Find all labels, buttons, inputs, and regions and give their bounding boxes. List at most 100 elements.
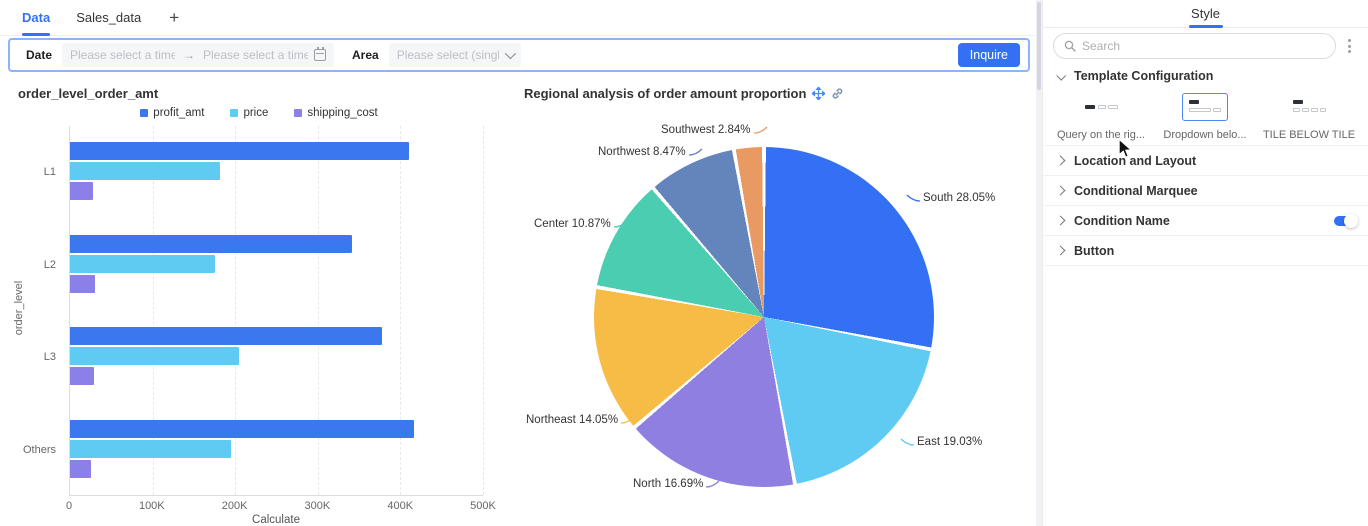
date-range-picker[interactable]: Please select a time → Please select a t… xyxy=(62,43,335,67)
section-label: Button xyxy=(1074,243,1115,258)
pie-chart-widget[interactable]: Regional analysis of order amount propor… xyxy=(510,80,1037,526)
section-template-configuration[interactable]: Template Configuration xyxy=(1043,61,1368,91)
section-conditional-marquee[interactable]: Conditional Marquee xyxy=(1043,176,1368,206)
panel-divider xyxy=(1036,0,1042,526)
template-label: TILE BELOW TILE xyxy=(1262,129,1356,141)
pie-leader-line xyxy=(613,220,628,228)
pie-chart-title: Regional analysis of order amount propor… xyxy=(524,86,807,101)
ycat-label: Others xyxy=(22,443,56,456)
area-select[interactable]: Please select (single ch... xyxy=(388,43,521,67)
bar-price[interactable] xyxy=(70,254,216,273)
pie-label-northeast: Northeast 14.05% xyxy=(526,414,635,426)
legend-label: price xyxy=(243,107,269,119)
area-placeholder: Please select (single ch... xyxy=(396,48,499,62)
add-tab-button[interactable]: + xyxy=(169,7,180,27)
chevron-right-icon xyxy=(1055,215,1066,226)
legend-label: shipping_cost xyxy=(307,107,378,119)
xtick-label: 500K xyxy=(470,500,496,512)
legend-item-profit_amt[interactable]: profit_amt xyxy=(140,107,204,119)
template-label: Dropdown belo... xyxy=(1163,129,1247,141)
xtick-label: 300K xyxy=(304,500,331,512)
more-options-icon[interactable] xyxy=(1340,35,1358,57)
pie-label-northwest: Northwest 8.47% xyxy=(598,146,703,158)
legend-swatch xyxy=(140,109,149,117)
bar-price[interactable] xyxy=(70,162,220,180)
template-option-3[interactable]: TILE BELOW TILE xyxy=(1257,93,1361,141)
legend-swatch xyxy=(294,109,303,117)
section-label: Conditional Marquee xyxy=(1074,183,1198,198)
pie-label-east: East 19.03% xyxy=(900,436,982,448)
bar-shipping_cost[interactable] xyxy=(70,274,95,293)
ycat-label: L1 xyxy=(43,166,56,178)
bar-group-L1 xyxy=(70,126,483,218)
inquire-button[interactable]: Inquire xyxy=(957,43,1020,67)
xtick-label: 400K xyxy=(387,500,414,512)
bar-price[interactable] xyxy=(70,347,239,365)
range-arrow-icon: → xyxy=(183,48,196,62)
template-thumbnail xyxy=(1187,97,1223,117)
legend-label: profit_amt xyxy=(153,107,205,119)
date-filter-label: Date xyxy=(26,48,53,62)
xtick-label: 200K xyxy=(221,500,248,512)
bar-group-L2 xyxy=(70,219,483,311)
template-option-2[interactable]: Dropdown belo... xyxy=(1153,93,1257,141)
style-search-input[interactable]: Search xyxy=(1053,33,1336,59)
legend-swatch xyxy=(230,109,239,117)
bar-price[interactable] xyxy=(70,439,232,458)
tab-sales-data[interactable]: Sales_data xyxy=(76,10,142,25)
pie-label-north: North 16.69% xyxy=(633,478,720,490)
bar-shipping_cost[interactable] xyxy=(70,367,94,385)
scrollbar-thumb[interactable] xyxy=(1037,2,1041,90)
filter-widget: Date Please select a time → Please selec… xyxy=(8,38,1030,72)
condition-name-toggle[interactable] xyxy=(1334,213,1358,228)
bar-group-L3 xyxy=(70,311,483,403)
pie-leader-line xyxy=(753,126,767,134)
ycat-label: L2 xyxy=(43,258,56,271)
ycat-label: L3 xyxy=(43,351,56,363)
section-label: Condition Name xyxy=(1074,213,1170,228)
bar-chart-ylabel: order_level xyxy=(13,280,25,336)
template-label: Query on the rig... xyxy=(1056,129,1146,141)
chevron-right-icon xyxy=(1055,185,1066,196)
bar-profit_amt[interactable] xyxy=(70,419,415,438)
section-label: Location and Layout xyxy=(1074,153,1197,168)
pie-label-center: Center 10.87% xyxy=(534,218,628,230)
section-location-and-layout[interactable]: Location and Layout xyxy=(1043,146,1368,176)
legend-item-shipping_cost[interactable]: shipping_cost xyxy=(294,107,378,119)
date-end-placeholder: Please select a time xyxy=(203,48,309,62)
pie-label-southwest: Southwest 2.84% xyxy=(661,124,768,136)
bar-profit_amt[interactable] xyxy=(70,234,353,253)
chevron-down-icon xyxy=(1056,70,1067,81)
section-button[interactable]: Button xyxy=(1043,236,1368,266)
chevron-right-icon xyxy=(1055,245,1066,256)
bar-shipping_cost[interactable] xyxy=(70,459,91,478)
section-condition-name[interactable]: Condition Name xyxy=(1043,206,1368,236)
template-thumbnail xyxy=(1083,97,1119,117)
legend-item-price[interactable]: price xyxy=(230,107,268,119)
bar-chart-legend: profit_amt price shipping_cost xyxy=(8,107,510,119)
pie-chart[interactable] xyxy=(594,147,934,487)
pie-leader-line xyxy=(906,194,921,202)
move-icon[interactable] xyxy=(812,87,826,100)
style-tab[interactable]: Style xyxy=(1191,0,1220,28)
section-label: Template Configuration xyxy=(1074,69,1214,83)
bar-chart-widget[interactable]: order_level_order_amt profit_amt price shi… xyxy=(8,80,510,526)
tab-data[interactable]: Data xyxy=(22,0,51,36)
bar-profit_amt[interactable] xyxy=(70,142,409,160)
pie-leader-line xyxy=(621,416,635,424)
search-icon xyxy=(1064,40,1076,52)
bar-shipping_cost[interactable] xyxy=(70,182,94,200)
link-icon[interactable] xyxy=(831,87,844,100)
bar-chart-xlabel: Calculate xyxy=(252,514,300,526)
xtick-label: 0 xyxy=(65,500,73,512)
xtick-label: 100K xyxy=(138,500,165,512)
bar-profit_amt[interactable] xyxy=(70,327,383,345)
style-panel: Style Search Template Configuration Quer… xyxy=(1042,0,1368,526)
template-option-1[interactable]: Query on the rig... xyxy=(1049,93,1153,141)
template-options: Query on the rig... Dropdown belo... TILE … xyxy=(1043,91,1368,145)
calendar-icon[interactable] xyxy=(314,47,327,61)
date-start-placeholder: Please select a time xyxy=(70,48,176,62)
sheet-tab-bar: Data Sales_data + xyxy=(0,0,1036,36)
pie-label-south: South 28.05% xyxy=(906,192,995,204)
